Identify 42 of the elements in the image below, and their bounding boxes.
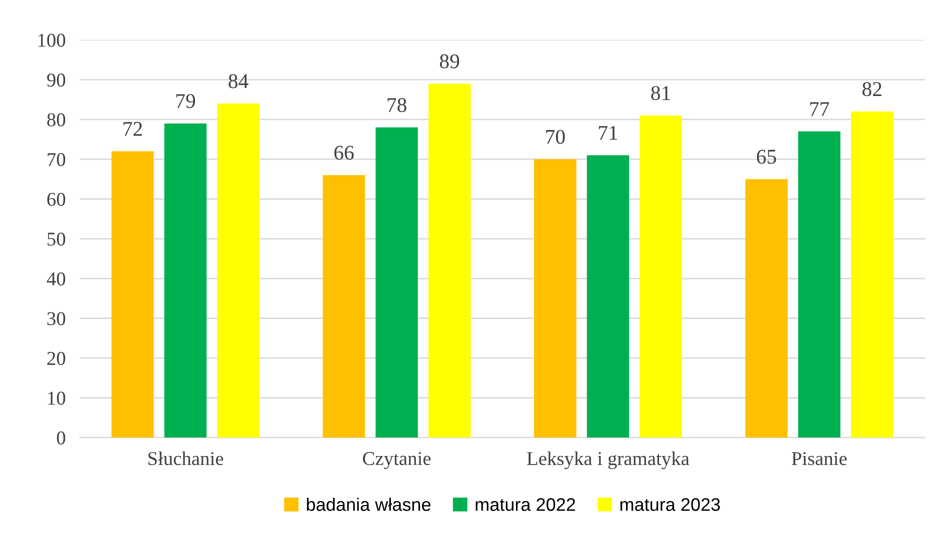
y-tick-label: 10 — [48, 392, 66, 405]
bar — [428, 84, 471, 438]
data-label: 82 — [862, 82, 882, 96]
x-tick-label: Leksyka i gramatyka — [527, 451, 690, 470]
data-label: 70 — [546, 130, 565, 144]
bar — [745, 179, 788, 438]
y-tick-label: 20 — [47, 352, 66, 366]
bar — [534, 159, 576, 438]
data-label: 81 — [651, 86, 670, 100]
bar — [798, 131, 840, 438]
data-label: 84 — [228, 74, 248, 88]
y-tick-label: 90 — [47, 74, 66, 87]
bar — [850, 112, 894, 438]
y-tick-label: 80 — [47, 113, 66, 126]
legend-label: matura 2023 — [620, 498, 720, 511]
y-tick-label: 40 — [46, 272, 66, 286]
bar — [112, 151, 154, 438]
data-label: 72 — [124, 122, 142, 136]
data-label: 77 — [810, 102, 830, 116]
y-tick-label: 60 — [47, 192, 66, 206]
bar — [164, 123, 207, 438]
bar — [640, 115, 682, 438]
bar — [217, 104, 260, 438]
bar — [322, 175, 366, 438]
y-tick-label: 50 — [48, 232, 66, 246]
legend-label: matura 2022 — [476, 498, 576, 511]
data-label: 89 — [440, 54, 460, 68]
y-tick-label: 100 — [38, 34, 66, 47]
x-tick-label: Pisanie — [792, 452, 847, 466]
bar — [376, 127, 418, 438]
data-label: 78 — [388, 98, 406, 112]
y-tick-label: 70 — [48, 153, 66, 166]
data-label: 65 — [756, 150, 776, 164]
x-tick-label: Czytanie — [362, 452, 431, 470]
data-label: 66 — [334, 146, 354, 160]
legend-label: badania własne — [306, 498, 430, 511]
data-label: 79 — [176, 94, 196, 108]
data-label: 71 — [598, 126, 618, 140]
y-tick-label: 0 — [56, 431, 66, 445]
y-tick-label: 30 — [47, 312, 66, 326]
bar — [586, 155, 630, 438]
x-tick-label: Słuchanie — [148, 451, 224, 466]
